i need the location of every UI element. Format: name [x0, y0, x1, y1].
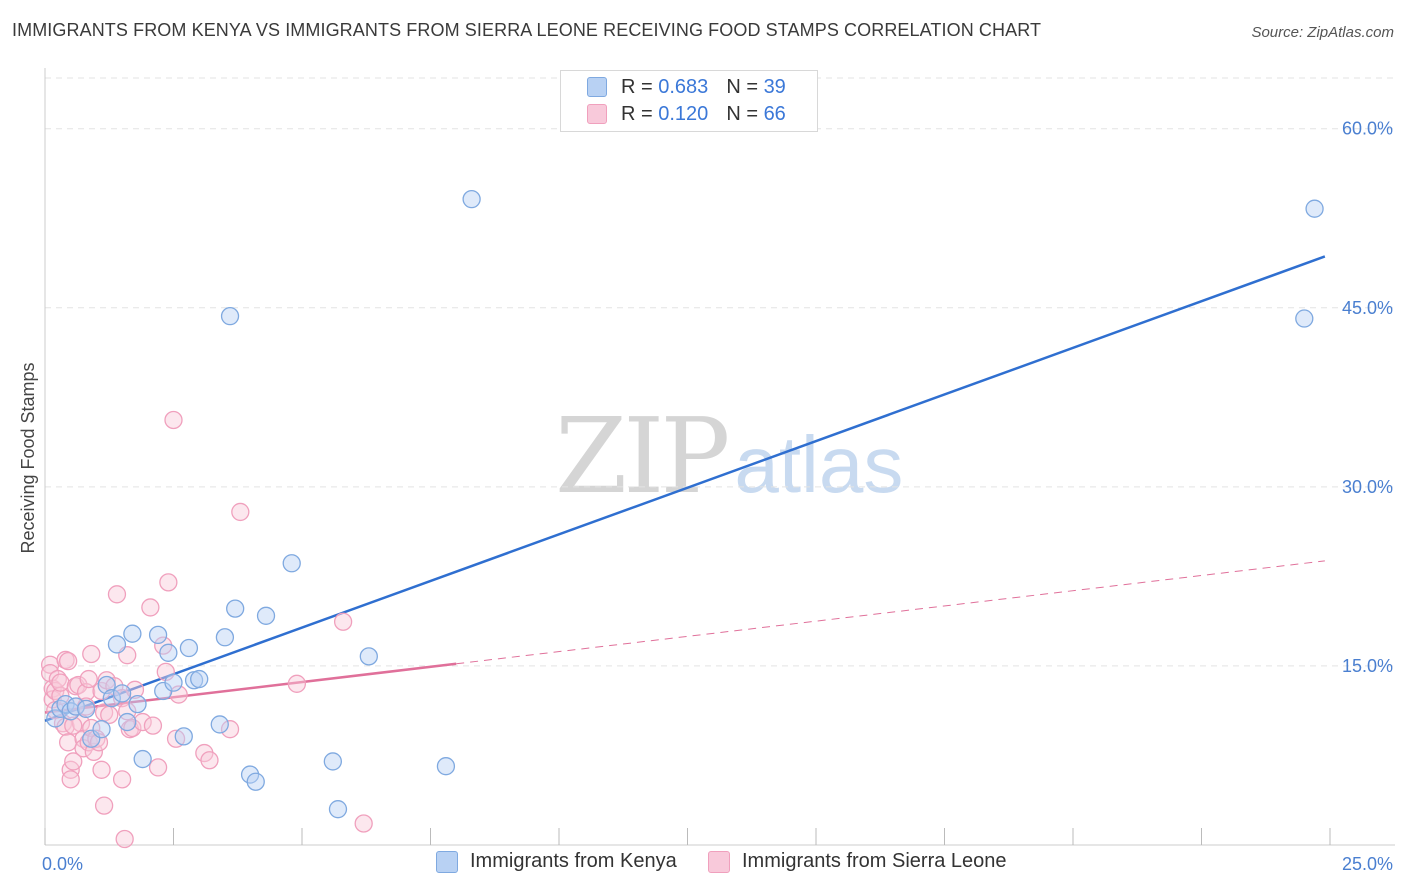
- legend-row-kenya: R = 0.683 N = 39: [587, 74, 786, 100]
- point-sierra-leone: [115, 829, 134, 849]
- point-kenya: [112, 684, 132, 703]
- trendline-sierra-leone-extension: [456, 560, 1325, 665]
- point-sierra-leone: [79, 669, 98, 689]
- point-kenya: [328, 800, 348, 819]
- point-sierra-leone: [231, 502, 250, 522]
- legend-n-label: N =: [726, 102, 758, 125]
- point-kenya: [107, 635, 127, 654]
- point-sierra-leone: [164, 410, 183, 430]
- point-kenya: [179, 638, 199, 658]
- point-sierra-leone: [58, 733, 78, 752]
- point-kenya: [128, 694, 147, 714]
- x-tick-label: 0.0%: [42, 854, 83, 874]
- watermark-zip: ZIP: [555, 395, 730, 517]
- point-kenya: [76, 699, 96, 719]
- point-kenya: [46, 709, 65, 728]
- series-legend-sierra-leone: Immigrants from Sierra Leone: [708, 850, 1007, 873]
- legend-n-label: N =: [726, 75, 758, 98]
- point-sierra-leone: [51, 673, 70, 692]
- point-sierra-leone: [143, 716, 163, 735]
- trendline-kenya: [44, 255, 1326, 723]
- point-kenya: [164, 673, 183, 692]
- point-kenya: [102, 689, 121, 708]
- point-kenya: [256, 606, 276, 625]
- point-sierra-leone: [64, 752, 83, 771]
- point-kenya: [436, 757, 456, 776]
- point-kenya: [220, 306, 240, 326]
- point-sierra-leone: [112, 770, 132, 789]
- y-tick-label: 45.0%: [1342, 298, 1393, 318]
- point-kenya: [462, 190, 481, 209]
- point-kenya: [282, 554, 301, 573]
- point-kenya: [118, 712, 137, 732]
- point-sierra-leone: [64, 716, 83, 735]
- axes: [44, 68, 1395, 846]
- axis-labels: 15.0% 30.0% 45.0% 60.0% 0.0% 25.0% Receiving F…: [18, 119, 1393, 874]
- legend-r-value-sierra-leone: 0.120: [658, 102, 709, 125]
- y-axis-label: Receiving Food Stamps: [18, 362, 38, 553]
- legend-row-sierra-leone: R = 0.120 N = 66: [587, 101, 786, 127]
- gridlines: [45, 77, 1395, 667]
- point-kenya: [359, 647, 378, 666]
- series-swatch-sierra-leone: [708, 850, 730, 873]
- legend-swatch-sierra-leone: [587, 104, 607, 124]
- point-sierra-leone: [82, 644, 101, 664]
- y-tick-label: 30.0%: [1342, 477, 1393, 497]
- series-label-sierra-leone: Immigrants from Sierra Leone: [742, 850, 1007, 872]
- point-kenya: [92, 720, 111, 739]
- trend-lines: [44, 255, 1326, 723]
- series-legend-kenya: Immigrants from Kenya: [436, 850, 677, 873]
- point-sierra-leone: [133, 712, 152, 732]
- point-kenya: [174, 727, 193, 746]
- point-kenya: [1305, 199, 1324, 218]
- legend-swatch-kenya: [587, 77, 607, 97]
- legend-r-label: R =: [621, 102, 653, 125]
- point-sierra-leone: [148, 758, 168, 777]
- point-sierra-leone: [58, 652, 78, 671]
- point-kenya: [123, 624, 142, 643]
- y-tick-label: 60.0%: [1342, 119, 1393, 139]
- legend-r-label: R =: [621, 75, 653, 98]
- point-kenya: [159, 643, 178, 662]
- legend-r-value-kenya: 0.683: [658, 75, 709, 98]
- point-kenya: [323, 752, 342, 771]
- point-sierra-leone: [69, 675, 88, 695]
- watermark-atlas: atlas: [734, 420, 904, 509]
- point-kenya: [148, 625, 168, 645]
- watermark: ZIP atlas: [555, 395, 903, 517]
- point-sierra-leone: [287, 674, 307, 693]
- point-kenya: [190, 669, 209, 689]
- point-sierra-leone: [107, 585, 127, 604]
- series-swatch-kenya: [436, 850, 458, 873]
- point-sierra-leone: [92, 760, 111, 779]
- data-points: [40, 190, 1324, 849]
- point-sierra-leone: [61, 770, 80, 789]
- point-sierra-leone: [333, 612, 353, 631]
- point-kenya: [1295, 309, 1314, 328]
- series-label-kenya: Immigrants from Kenya: [470, 850, 677, 872]
- point-sierra-leone: [118, 702, 137, 721]
- point-sierra-leone: [220, 720, 240, 739]
- point-sierra-leone: [169, 685, 188, 704]
- legend-n-value-sierra-leone: 66: [763, 102, 786, 125]
- point-sierra-leone: [94, 796, 114, 815]
- point-sierra-leone: [141, 598, 160, 617]
- point-kenya: [210, 715, 229, 734]
- legend-n-value-kenya: 39: [763, 75, 786, 98]
- point-sierra-leone: [200, 751, 219, 770]
- chart-title: IMMIGRANTS FROM KENYA VS IMMIGRANTS FROM…: [12, 20, 1042, 40]
- point-sierra-leone: [159, 573, 178, 592]
- chart-source: Source: ZipAtlas.com: [1251, 24, 1394, 41]
- y-tick-label: 15.0%: [1342, 656, 1393, 676]
- trendline-sierra-leone: [44, 662, 457, 714]
- correlation-legend: R = 0.683 N = 39 R = 0.120 N = 66: [560, 70, 818, 132]
- point-kenya: [226, 599, 245, 618]
- point-kenya: [215, 628, 235, 647]
- point-sierra-leone: [354, 814, 373, 833]
- point-kenya: [133, 749, 152, 769]
- point-kenya: [246, 772, 265, 791]
- x-tick-label: 25.0%: [1342, 854, 1393, 874]
